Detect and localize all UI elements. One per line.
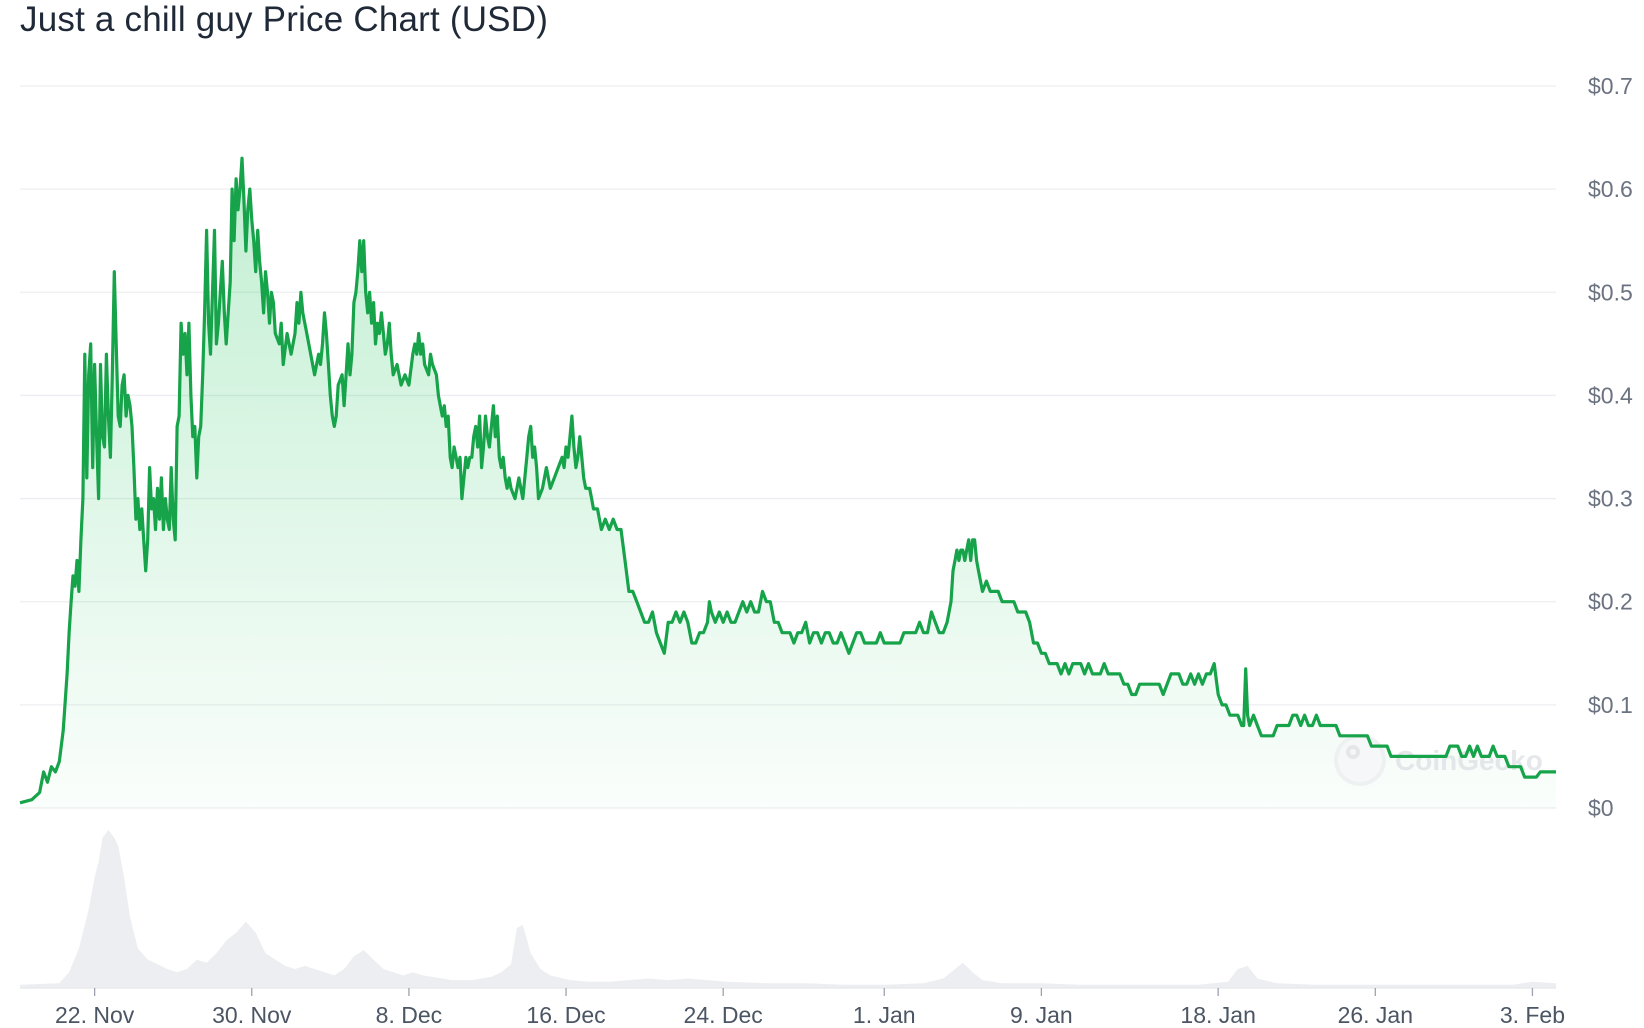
- x-axis-ticks: 22. Nov 30. Nov 8. Dec 16. Dec 24. Dec 1. Jan…: [55, 988, 1565, 1028]
- x-tick-label: 26. Jan: [1338, 1002, 1413, 1028]
- y-tick-label: $0.7: [1588, 73, 1633, 99]
- x-tick-label: 30. Nov: [212, 1002, 292, 1028]
- x-tick-label: 3. Feb: [1500, 1002, 1565, 1028]
- x-tick-label: 9. Jan: [1010, 1002, 1073, 1028]
- y-tick-label: $0.6: [1588, 176, 1633, 202]
- chart-title: Just a chill guy Price Chart (USD): [20, 0, 549, 39]
- x-tick-label: 22. Nov: [55, 1002, 135, 1028]
- y-tick-label: $0.2: [1588, 589, 1633, 615]
- x-tick-label: 18. Jan: [1180, 1002, 1255, 1028]
- x-tick-label: 24. Dec: [684, 1002, 763, 1028]
- y-tick-label: $0.4: [1588, 382, 1633, 408]
- price-area-fill: [20, 158, 1556, 808]
- price-series-line[interactable]: [19, 156, 1556, 805]
- price-line[interactable]: [19, 156, 1556, 805]
- volume-area: [20, 830, 1556, 988]
- y-axis-ticks: $0.7 $0.6 $0.5 $0.4 $0.3 $0.2 $0.1 $0: [1588, 73, 1633, 821]
- y-tick-label: $0.5: [1588, 279, 1633, 305]
- volume-series: [20, 830, 1556, 988]
- y-tick-label: $0.3: [1588, 486, 1633, 512]
- y-tick-label: $0.1: [1588, 692, 1633, 718]
- x-tick-label: 16. Dec: [526, 1002, 605, 1028]
- price-area: [20, 158, 1556, 808]
- y-tick-label: $0: [1588, 795, 1614, 821]
- x-tick-label: 8. Dec: [376, 1002, 442, 1028]
- x-tick-label: 1. Jan: [853, 1002, 916, 1028]
